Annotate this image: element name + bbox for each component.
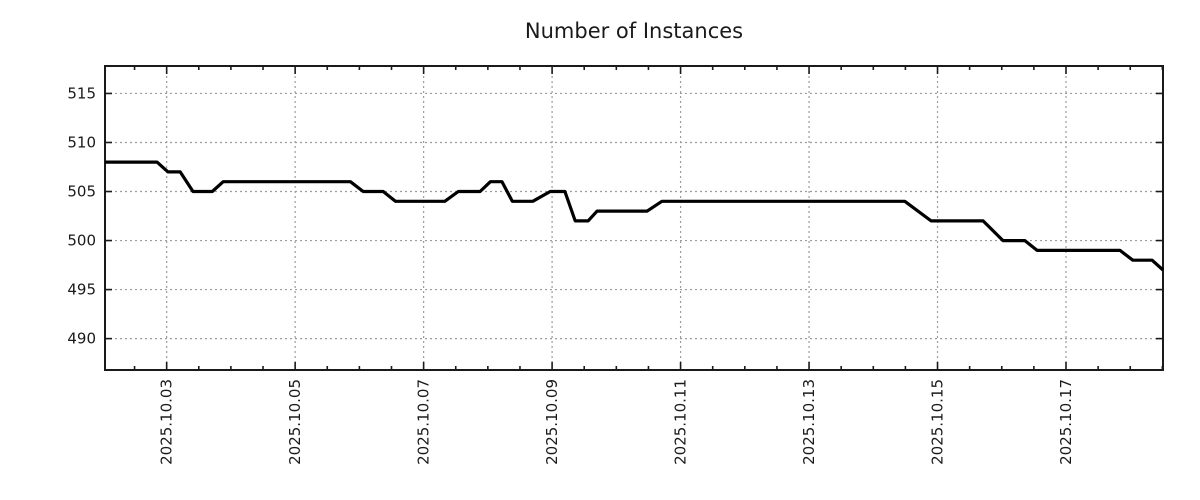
chart-title: Number of Instances <box>525 19 743 43</box>
x-tick-label: 2025.10.09 <box>543 379 561 465</box>
y-tick-label: 510 <box>67 133 96 151</box>
y-tick-label: 500 <box>67 232 96 250</box>
x-tick-label: 2025.10.07 <box>415 379 433 465</box>
series-line <box>105 160 1165 272</box>
x-tick-labels: 2025.10.03 2025.10.05 2025.10.07 2025.10.09… <box>158 379 1075 465</box>
y-tick-label: 490 <box>67 330 96 348</box>
x-tick-label: 2025.10.13 <box>800 379 818 465</box>
x-tick-label: 2025.10.03 <box>158 379 176 465</box>
data-line-instances <box>105 160 1165 272</box>
x-tick-label: 2025.10.05 <box>286 379 304 465</box>
y-tick-label: 505 <box>67 183 96 201</box>
gridlines <box>105 66 1163 370</box>
plot-border <box>104 65 1164 371</box>
plot-border-rect <box>104 65 1164 371</box>
x-tick-label: 2025.10.15 <box>929 379 947 465</box>
y-tick-label: 495 <box>67 281 96 299</box>
x-tick-label: 2025.10.17 <box>1057 379 1075 465</box>
x-tick-label: 2025.10.11 <box>672 379 690 465</box>
axis-ticks <box>105 66 1164 370</box>
y-tick-label: 515 <box>67 84 96 102</box>
y-tick-labels: 490 495 500 505 510 515 <box>67 84 96 347</box>
